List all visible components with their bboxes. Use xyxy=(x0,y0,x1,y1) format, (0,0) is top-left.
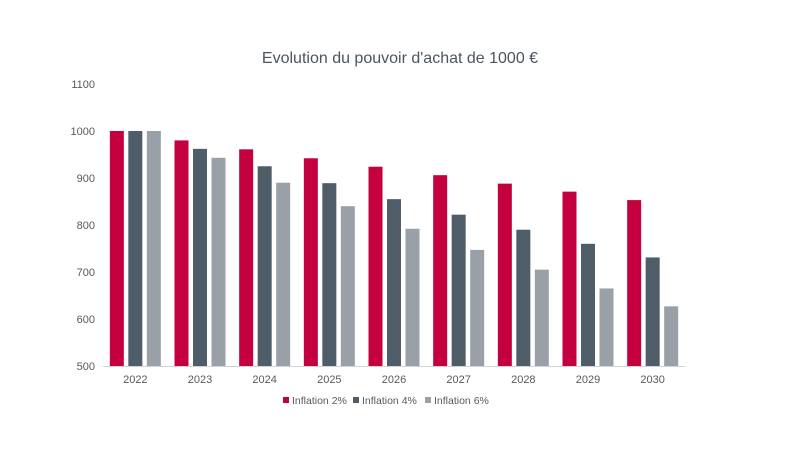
y-tick-label: 500 xyxy=(77,361,95,373)
legend-swatch xyxy=(353,397,359,403)
bar-2025-series-3 xyxy=(340,206,355,366)
bar-2029-series-1 xyxy=(562,191,577,366)
x-tick-label: 2030 xyxy=(640,374,664,386)
y-tick-label: 900 xyxy=(77,173,95,185)
bar-2029-series-2 xyxy=(581,243,595,366)
x-tick-label: 2026 xyxy=(382,374,406,386)
bar-2026-series-3 xyxy=(405,228,420,366)
y-tick-label: 1100 xyxy=(71,79,95,91)
legend-swatch xyxy=(283,397,289,403)
x-tick-label: 2028 xyxy=(511,374,535,386)
bar-2029-series-3 xyxy=(599,288,614,366)
legend-label: Inflation 6% xyxy=(434,395,489,407)
bar-2022-series-1 xyxy=(109,131,124,366)
bar-2024-series-1 xyxy=(239,149,254,366)
bar-2027-series-3 xyxy=(470,249,485,366)
legend: Inflation 2% Inflation 4% Inflation 6% xyxy=(283,395,489,407)
bar-2026-series-2 xyxy=(387,199,401,366)
y-tick-label: 700 xyxy=(77,267,95,279)
bar-2030-series-3 xyxy=(664,306,679,366)
bar-2025-series-2 xyxy=(322,183,337,366)
y-tick-label: 800 xyxy=(77,220,95,232)
x-tick-label: 2023 xyxy=(188,374,212,386)
y-tick-label: 600 xyxy=(77,314,95,326)
bar-2028-series-3 xyxy=(534,269,549,366)
y-tick-label: 1000 xyxy=(71,126,95,138)
bar-2023-series-2 xyxy=(193,148,207,366)
bar-2028-series-1 xyxy=(497,183,512,366)
x-tick-label: 2022 xyxy=(123,374,147,386)
bar-2024-series-3 xyxy=(276,182,291,366)
legend-swatch xyxy=(425,397,431,403)
bar-2023-series-1 xyxy=(174,140,189,366)
legend-label: Inflation 2% xyxy=(292,395,347,407)
chart-title: Evolution du pouvoir d'achat de 1000 € xyxy=(261,50,539,67)
x-tick-label: 2025 xyxy=(317,374,341,386)
y-axis: 500 600 700 800 900 1000 1100 xyxy=(71,79,95,373)
bar-2027-series-2 xyxy=(451,214,466,366)
bar-2023-series-3 xyxy=(211,157,226,366)
bar-2022-series-2 xyxy=(128,131,143,366)
bar-2026-series-1 xyxy=(368,166,383,366)
bar-2030-series-2 xyxy=(645,257,660,366)
bar-2028-series-2 xyxy=(516,229,531,366)
x-tick-label: 2024 xyxy=(252,374,276,386)
x-tick-label: 2029 xyxy=(576,374,600,386)
x-tick-label: 2027 xyxy=(446,374,470,386)
bar-2027-series-1 xyxy=(433,175,448,366)
bars xyxy=(109,131,679,366)
bar-2025-series-1 xyxy=(303,158,318,366)
bar-2022-series-3 xyxy=(146,131,161,366)
legend-label: Inflation 4% xyxy=(362,395,417,407)
bar-2030-series-1 xyxy=(627,200,642,366)
x-axis: 2022 2023 2024 2025 2026 2027 2028 2029 2030 xyxy=(123,374,665,386)
bar-2024-series-2 xyxy=(257,166,272,366)
